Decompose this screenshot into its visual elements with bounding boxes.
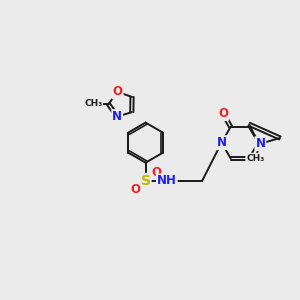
Text: N: N xyxy=(255,137,266,150)
Text: N: N xyxy=(217,136,226,149)
Text: NH: NH xyxy=(157,174,177,188)
Text: O: O xyxy=(113,85,123,98)
Text: CH₃: CH₃ xyxy=(246,154,264,163)
Text: O: O xyxy=(218,107,228,120)
Text: N: N xyxy=(112,110,122,123)
Text: S: S xyxy=(141,174,151,188)
Text: O: O xyxy=(151,166,161,178)
Text: O: O xyxy=(130,183,140,196)
Text: CH₃: CH₃ xyxy=(84,99,102,108)
